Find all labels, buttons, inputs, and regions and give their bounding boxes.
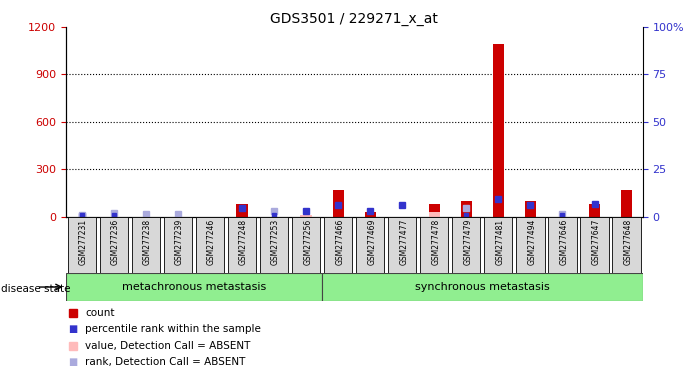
Text: GSM277481: GSM277481 bbox=[495, 218, 504, 265]
Bar bbox=[516, 217, 545, 273]
Text: value, Detection Call = ABSENT: value, Detection Call = ABSENT bbox=[85, 341, 250, 351]
Text: GSM277248: GSM277248 bbox=[239, 218, 248, 265]
Bar bbox=[612, 217, 641, 273]
Bar bbox=[461, 201, 472, 217]
Bar bbox=[332, 190, 343, 217]
Text: GSM277469: GSM277469 bbox=[368, 218, 377, 265]
Bar bbox=[621, 190, 632, 217]
Bar bbox=[322, 273, 643, 301]
Bar bbox=[164, 217, 192, 273]
Title: GDS3501 / 229271_x_at: GDS3501 / 229271_x_at bbox=[270, 12, 438, 26]
Text: GSM277238: GSM277238 bbox=[143, 218, 152, 265]
Bar bbox=[428, 204, 440, 217]
Bar bbox=[66, 273, 322, 301]
Text: percentile rank within the sample: percentile rank within the sample bbox=[85, 324, 261, 334]
Bar bbox=[100, 217, 128, 273]
Text: count: count bbox=[85, 308, 115, 318]
Bar bbox=[493, 44, 504, 217]
Bar bbox=[549, 217, 576, 273]
Bar bbox=[484, 217, 513, 273]
Text: GSM277466: GSM277466 bbox=[335, 218, 344, 265]
Text: metachronous metastasis: metachronous metastasis bbox=[122, 282, 266, 292]
Text: ■: ■ bbox=[68, 358, 77, 367]
Text: ■: ■ bbox=[68, 324, 77, 334]
Text: GSM277256: GSM277256 bbox=[303, 218, 312, 265]
Bar bbox=[132, 217, 160, 273]
Bar bbox=[68, 217, 96, 273]
Bar bbox=[452, 217, 480, 273]
Bar bbox=[428, 212, 440, 217]
Text: GSM277646: GSM277646 bbox=[560, 218, 569, 265]
Text: GSM277647: GSM277647 bbox=[591, 218, 600, 265]
Text: GSM277246: GSM277246 bbox=[207, 218, 216, 265]
Bar bbox=[228, 217, 256, 273]
Bar bbox=[356, 217, 384, 273]
Text: GSM277231: GSM277231 bbox=[79, 218, 88, 265]
Text: GSM277239: GSM277239 bbox=[175, 218, 184, 265]
Text: GSM277494: GSM277494 bbox=[527, 218, 536, 265]
Bar bbox=[525, 201, 536, 217]
Text: GSM277236: GSM277236 bbox=[111, 218, 120, 265]
Text: rank, Detection Call = ABSENT: rank, Detection Call = ABSENT bbox=[85, 358, 245, 367]
Bar bbox=[324, 217, 352, 273]
Text: GSM277477: GSM277477 bbox=[399, 218, 408, 265]
Bar bbox=[388, 217, 416, 273]
Bar bbox=[236, 204, 247, 217]
Text: GSM277478: GSM277478 bbox=[431, 218, 440, 265]
Text: GSM277479: GSM277479 bbox=[464, 218, 473, 265]
Bar bbox=[260, 217, 288, 273]
Text: GSM277253: GSM277253 bbox=[271, 218, 280, 265]
Bar bbox=[589, 204, 600, 217]
Text: GSM277648: GSM277648 bbox=[624, 218, 633, 265]
Bar bbox=[292, 217, 320, 273]
Bar bbox=[420, 217, 448, 273]
Bar bbox=[365, 212, 376, 217]
Bar bbox=[301, 215, 312, 217]
Text: synchronous metastasis: synchronous metastasis bbox=[415, 282, 550, 292]
Text: disease state: disease state bbox=[1, 284, 71, 294]
Bar bbox=[580, 217, 609, 273]
Bar bbox=[196, 217, 224, 273]
